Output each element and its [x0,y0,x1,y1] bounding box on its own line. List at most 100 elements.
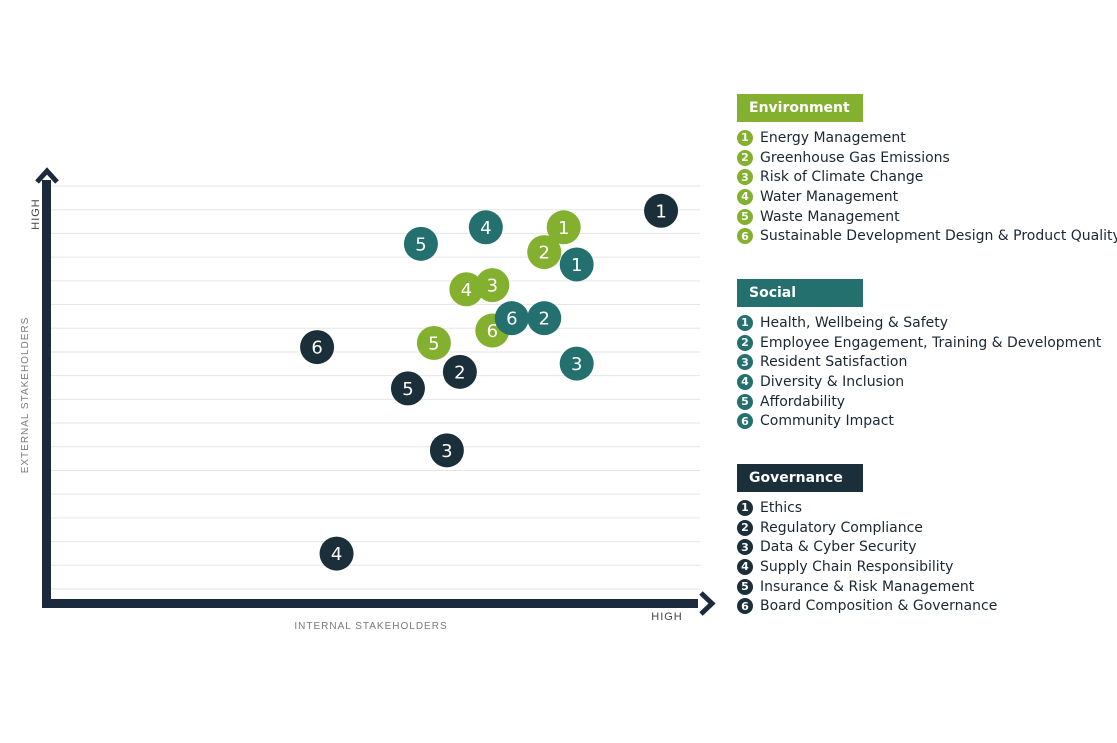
legend-item: 3 Resident Satisfaction [737,352,1112,372]
legend-item-label: Health, Wellbeing & Safety [760,314,949,331]
point-label: 3 [487,276,498,297]
legend-item-label: Sustainable Development Design & Product… [760,228,1117,245]
legend-item-label: Waste Management [760,208,900,225]
point-marker [442,354,477,389]
legend-item: 2 Regulatory Compliance [737,518,1112,538]
legend-number-badge: 4 [737,558,753,575]
legend-number-badge: 2 [737,334,753,351]
point-social-2: 2 [527,301,562,336]
legend-item: 2 Employee Engagement, Training & Develop… [737,333,1112,353]
x-axis-line [42,599,698,608]
point-environment-4: 4 [449,272,484,307]
legend-item: 5 Waste Management [737,207,1112,227]
point-label: 2 [539,309,550,330]
y-axis-high-label: HIGH [30,198,42,230]
point-label: 4 [461,280,472,301]
legend-number-badge: 4 [737,188,753,205]
y-axis-line [42,180,51,608]
legend-header-governance: Governance [737,464,863,492]
legend-header-environment: Environment [737,94,863,122]
point-label: 1 [571,255,582,276]
legend-number-badge: 2 [737,519,753,536]
y-axis-arrow-icon [35,167,59,184]
legend-item: 2 Greenhouse Gas Emissions [737,148,1112,168]
point-marker [416,325,451,360]
point-governance-5: 5 [390,371,425,406]
legend-item-label: Community Impact [760,413,894,430]
legend-list-social: 1 Health, Wellbeing & Safety 2 Employee Eng… [737,313,1112,431]
point-social-4: 4 [468,210,503,245]
point-label: 5 [402,379,413,400]
legend-item: 6 Community Impact [737,411,1112,431]
legend-item-label: Regulatory Compliance [760,519,923,536]
axes: INTERNAL STAKEHOLDERS HIGH EXTERNAL STAK… [20,167,716,632]
legend-item-label: Insurance & Risk Management [760,578,975,595]
point-marker [527,235,562,270]
point-environment-3: 3 [475,268,510,303]
legend-item: 6 Board Composition & Governance [737,596,1112,616]
legend-item: 4 Water Management [737,187,1112,207]
legend-number-badge: 2 [737,149,753,166]
legend-item: 5 Affordability [737,392,1112,412]
legend-number-badge: 3 [737,354,753,371]
grid-lines [51,185,700,590]
point-environment-5: 5 [416,325,451,360]
point-social-5: 5 [403,226,438,261]
legend-item-label: Board Composition & Governance [760,598,998,615]
materiality-chart: INTERNAL STAKEHOLDERS HIGH EXTERNAL STAK… [20,167,716,632]
legend-item: 1 Ethics [737,498,1112,518]
legend-item-label: Greenhouse Gas Emissions [760,149,950,166]
legend-number-badge: 5 [737,208,753,225]
legend-item-label: Energy Management [760,129,906,146]
point-label: 2 [539,243,550,264]
point-marker [475,268,510,303]
point-governance-1: 1 [644,193,679,228]
point-marker [559,247,594,282]
legend-item: 1 Health, Wellbeing & Safety [737,313,1112,333]
legend-item: 3 Data & Cyber Security [737,537,1112,557]
point-label: 3 [441,441,452,462]
point-marker [527,301,562,336]
point-marker [559,346,594,381]
legend-number-badge: 4 [737,373,753,390]
legend-number-badge: 6 [737,228,753,245]
legend-number-badge: 1 [737,499,753,516]
x-axis-label: INTERNAL STAKEHOLDERS [294,621,447,632]
point-social-1: 1 [559,247,594,282]
point-label: 6 [487,321,498,342]
legend-item: 3 Risk of Climate Change [737,167,1112,187]
point-social-3: 3 [559,346,594,381]
point-label: 6 [311,338,322,359]
legend-item-label: Employee Engagement, Training & Developm… [760,334,1102,351]
legend-number-badge: 3 [737,539,753,556]
point-label: 5 [415,234,426,255]
point-label: 1 [655,201,666,222]
legend-item-label: Water Management [760,188,899,205]
legend-number-badge: 1 [737,314,753,331]
legend-governance: Governance 1 Ethics 2 Regulatory Compliance… [737,464,1112,616]
point-label: 4 [480,218,491,239]
point-marker [319,536,354,571]
point-governance-6: 6 [300,330,335,365]
point-marker [546,210,581,245]
point-marker [300,330,335,365]
legend-item-label: Affordability [760,393,846,410]
point-marker [494,301,529,336]
legend-item: 1 Energy Management [737,128,1112,148]
legend-item-label: Supply Chain Responsibility [760,558,954,575]
legend-item: 4 Supply Chain Responsibility [737,557,1112,577]
legend-number-badge: 5 [737,578,753,595]
point-label: 1 [558,218,569,239]
point-marker [390,371,425,406]
point-marker [468,210,503,245]
legend-list-environment: 1 Energy Management 2 Greenhouse Gas Emissi… [737,128,1117,246]
point-label: 3 [571,354,582,375]
point-label: 4 [331,544,342,565]
legend-number-badge: 3 [737,169,753,186]
legend-item-label: Diversity & Inclusion [760,373,905,390]
legend-number-badge: 6 [737,598,753,615]
legend-item-label: Data & Cyber Security [760,539,917,556]
legend-item: 4 Diversity & Inclusion [737,372,1112,392]
point-governance-3: 3 [429,433,464,468]
